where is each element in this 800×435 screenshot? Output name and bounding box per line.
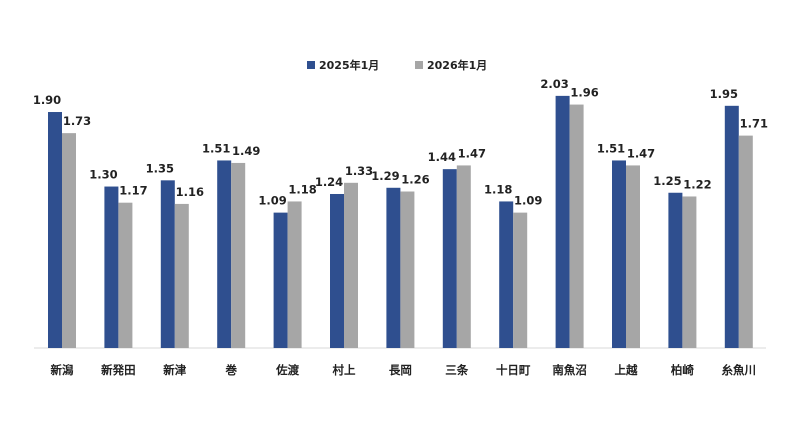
bar-0-12 <box>724 105 739 348</box>
value-label-1-8: 1.09 <box>514 194 542 208</box>
x-tick-label-12: 糸魚川 <box>722 363 757 377</box>
value-label-1-4: 1.18 <box>288 182 316 196</box>
value-label-1-2: 1.16 <box>176 185 204 199</box>
value-label-1-1: 1.17 <box>119 184 147 198</box>
value-label-0-12: 1.95 <box>710 87 738 101</box>
value-label-0-1: 1.30 <box>89 168 117 182</box>
x-tick-label-6: 長岡 <box>389 363 412 377</box>
bar-1-6 <box>400 191 415 348</box>
value-label-1-12: 1.71 <box>740 117 768 131</box>
bar-0-6 <box>386 187 401 348</box>
x-tick-label-1: 新発田 <box>101 363 136 377</box>
bar-1-11 <box>682 196 697 348</box>
value-label-0-10: 1.51 <box>597 141 625 155</box>
bar-0-10 <box>612 160 626 348</box>
value-label-0-0: 1.90 <box>33 93 61 107</box>
bar-0-8 <box>499 201 514 348</box>
x-tick-label-7: 三条 <box>445 363 468 377</box>
value-label-0-4: 1.09 <box>258 194 286 208</box>
bar-1-0 <box>62 133 76 348</box>
bar-1-3 <box>231 162 246 348</box>
value-label-1-6: 1.26 <box>401 173 429 187</box>
value-label-1-9: 1.96 <box>570 86 598 100</box>
value-label-0-9: 2.03 <box>540 77 568 91</box>
value-label-0-5: 1.24 <box>315 175 343 189</box>
bar-0-5 <box>330 193 344 348</box>
legend-swatch-2025 <box>307 61 315 69</box>
value-label-1-7: 1.47 <box>458 146 486 160</box>
value-labels: 1.901.731.301.171.351.161.51 1.491.091.18… <box>33 77 768 208</box>
bar-0-9 <box>555 95 570 349</box>
legend-label-2026: 2026年1月 <box>427 58 487 72</box>
bar-1-2 <box>174 203 189 348</box>
bar-0-0 <box>48 112 62 349</box>
value-label-0-8: 1.18 <box>484 182 512 196</box>
legend-swatch-2026 <box>415 61 423 69</box>
bars <box>48 95 753 349</box>
value-label-0-6: 1.29 <box>371 169 399 183</box>
x-tick-label-3: 巻 <box>224 363 237 377</box>
bar-1-8 <box>513 212 528 348</box>
x-tick-labels: 新潟 新発田 新津 巻 佐渡 村上 長岡 三条 十日町 南魚沼 上越 柏崎 糸魚川 <box>51 363 757 377</box>
bar-0-3 <box>217 160 232 348</box>
bar-1-10 <box>626 165 640 348</box>
x-tick-label-5: 村上 <box>333 363 356 377</box>
bar-1-9 <box>569 104 584 349</box>
value-label-1-0: 1.73 <box>63 114 91 128</box>
x-tick-label-4: 佐渡 <box>275 363 299 377</box>
value-label-0-7: 1.44 <box>428 150 456 164</box>
bar-1-7 <box>456 165 471 348</box>
x-tick-label-8: 十日町 <box>496 363 531 377</box>
bar-0-4 <box>273 212 288 348</box>
value-label-1-3: 1.49 <box>232 144 260 158</box>
value-label-0-3: 1.51 <box>202 141 230 155</box>
bar-1-4 <box>287 201 302 348</box>
value-label-1-11: 1.22 <box>683 177 711 191</box>
x-tick-label-0: 新潟 <box>51 363 74 377</box>
bar-1-1 <box>118 202 133 348</box>
bar-0-7 <box>442 169 457 348</box>
x-tick-label-2: 新津 <box>163 363 186 377</box>
value-label-1-10: 1.47 <box>627 146 655 160</box>
value-label-0-2: 1.35 <box>146 161 174 175</box>
x-tick-label-9: 南魚沼 <box>552 363 587 377</box>
bar-0-1 <box>104 186 119 348</box>
bar-1-12 <box>738 135 753 348</box>
bar-0-11 <box>668 192 683 348</box>
bar-1-5 <box>344 182 358 348</box>
legend-label-2025: 2025年1月 <box>319 58 379 72</box>
legend: 2025年1月 2026年1月 <box>307 58 487 72</box>
x-tick-label-10: 上越 <box>615 363 638 377</box>
x-tick-label-11: 柏崎 <box>671 363 694 377</box>
bar-0-2 <box>160 180 175 348</box>
value-label-1-5: 1.33 <box>345 164 373 178</box>
value-label-0-11: 1.25 <box>653 174 681 188</box>
